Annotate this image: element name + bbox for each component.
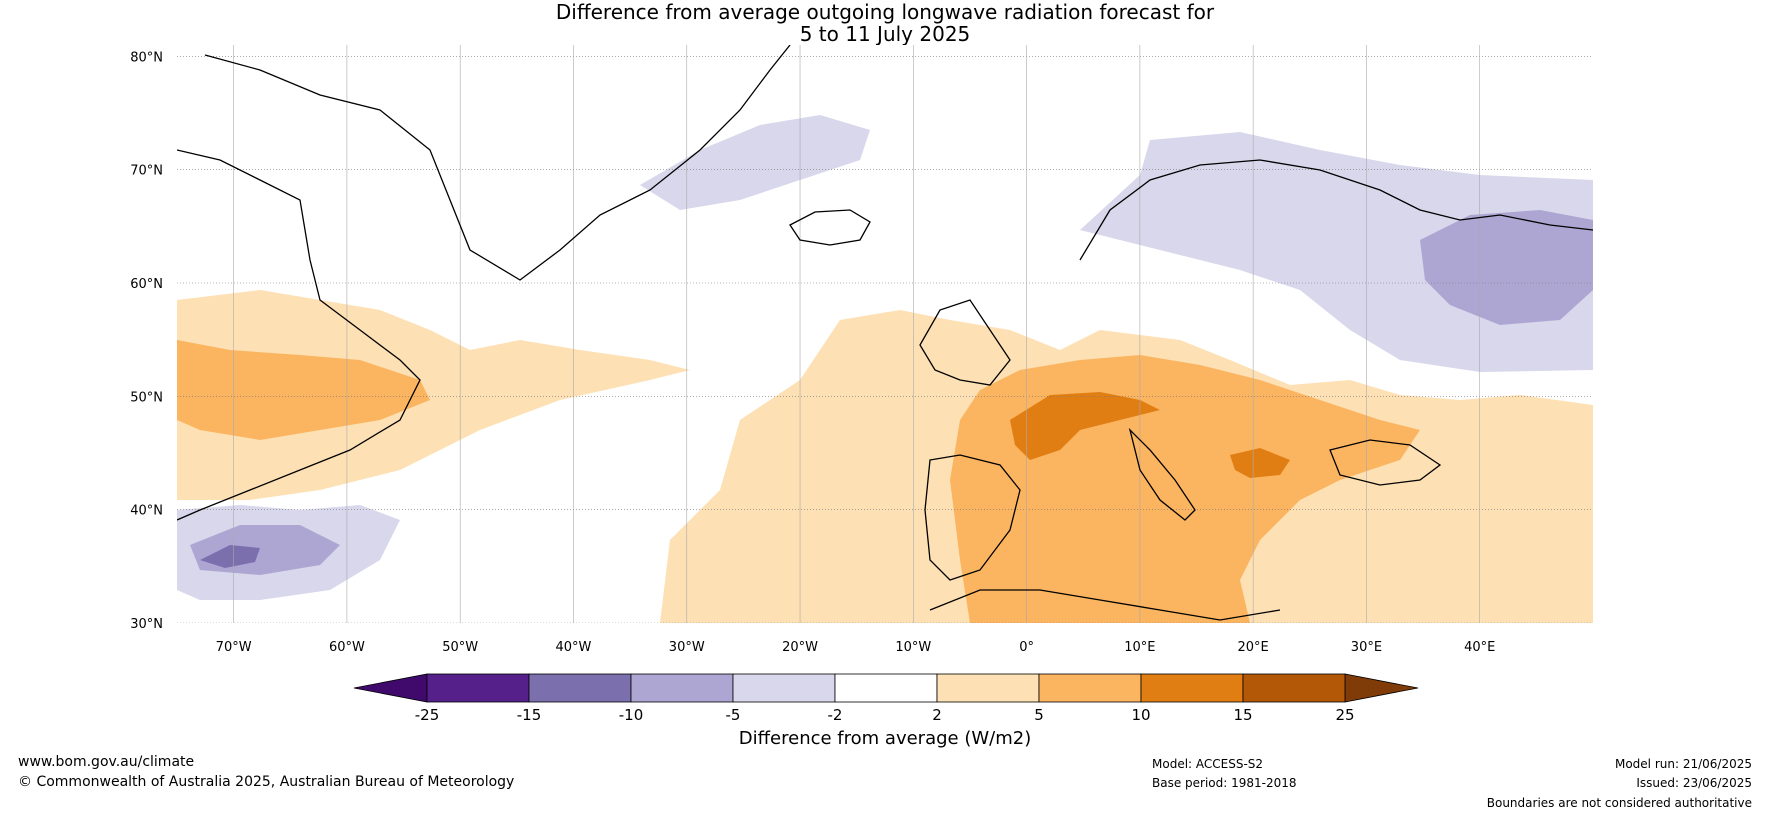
- colorbar-extend-max: [1344, 673, 1419, 703]
- graticule: [177, 45, 1593, 623]
- colorbar-title: Difference from average (W/m2): [738, 728, 1032, 749]
- positive-anomaly-region-atlantic: [177, 290, 690, 500]
- lon-tick-label: 70°W: [216, 640, 252, 655]
- website-link[interactable]: www.bom.gov.au/climate: [18, 754, 195, 770]
- boundaries-disclaimer: Boundaries are not considered authoritat…: [1486, 796, 1752, 810]
- colorbar-bin: [1140, 673, 1244, 703]
- lon-tick-label: 60°W: [329, 640, 365, 655]
- colorbar: -25 -15 -10 -5 -2 2 5 10 15 25: [353, 673, 1419, 724]
- copyright-text: © Commonwealth of Australia 2025, Austra…: [18, 774, 515, 790]
- lon-tick-label: 20°W: [782, 640, 818, 655]
- lon-tick-label: 10°W: [895, 640, 931, 655]
- lat-tick-label: 70°N: [130, 164, 163, 179]
- lat-tick-label: 30°N: [130, 617, 163, 632]
- lon-tick-label: 20°E: [1238, 640, 1269, 655]
- colorbar-bin: [426, 673, 530, 703]
- colorbar-tick-label: -10: [619, 706, 644, 724]
- latitude-labels: 80°N 70°N 60°N 50°N 40°N 30°N: [130, 50, 163, 632]
- positive-anomaly-region-newfoundland: [177, 340, 430, 440]
- longitude-labels: 70°W 60°W 50°W 40°W 30°W 20°W 10°W 0° 10°E 20°E 30…: [216, 640, 1496, 655]
- north-africa-coast: [929, 589, 1281, 621]
- lon-tick-label: 10°E: [1124, 640, 1155, 655]
- greenland-coast: [204, 45, 791, 281]
- colorbar-tick-label: -2: [828, 706, 843, 724]
- north-america-coast: [177, 149, 421, 521]
- lat-tick-label: 80°N: [130, 50, 163, 65]
- lon-tick-label: 30°W: [669, 640, 705, 655]
- lon-tick-label: 0°: [1019, 640, 1034, 655]
- british-isles-coast: [919, 299, 1011, 386]
- colorbar-bin: [528, 673, 632, 703]
- colorbar-extend-min: [353, 673, 428, 703]
- iceland-coast: [789, 209, 871, 246]
- model-name: Model: ACCESS-S2: [1152, 757, 1264, 771]
- lon-tick-label: 40°E: [1464, 640, 1495, 655]
- positive-anomaly-region-strong-balkans: [1230, 448, 1290, 478]
- black-sea-coast: [1329, 439, 1442, 486]
- issued-date: Issued: 23/06/2025: [1636, 776, 1752, 790]
- colorbar-tick-label: 2: [932, 706, 942, 724]
- italy-coast: [1128, 427, 1196, 521]
- colorbar-bin: [1242, 673, 1346, 703]
- europe-coast: [1079, 159, 1593, 261]
- positive-anomaly-region-strong-france: [1010, 392, 1160, 460]
- coastlines: [177, 45, 1593, 621]
- lon-tick-label: 50°W: [442, 640, 478, 655]
- map-title: Difference from average outgoing longwav…: [555, 0, 1215, 24]
- colorbar-bin: [834, 673, 938, 703]
- colorbar-tick-label: -5: [726, 706, 741, 724]
- map-subtitle-dates: 5 to 11 July 2025: [799, 22, 971, 46]
- colorbar-tick-label: -25: [415, 706, 440, 724]
- colorbar-bin: [732, 673, 836, 703]
- model-run-date: Model run: 21/06/2025: [1614, 757, 1752, 771]
- base-period: Base period: 1981-2018: [1152, 776, 1297, 790]
- colorbar-tick-label: -15: [517, 706, 542, 724]
- colorbar-bin: [1038, 673, 1142, 703]
- lat-tick-label: 40°N: [130, 504, 163, 519]
- negative-anomaly-region-atlantic-strong: [200, 545, 260, 568]
- colorbar-bin: [936, 673, 1040, 703]
- lon-tick-label: 40°W: [556, 640, 592, 655]
- colorbar-tick-label: 15: [1233, 706, 1252, 724]
- anomaly-shading: [177, 115, 1593, 623]
- colorbar-tick-label: 10: [1131, 706, 1150, 724]
- negative-anomaly-region-scandinavia: [1080, 132, 1593, 372]
- colorbar-tick-label: 25: [1335, 706, 1354, 724]
- colorbar-tick-label: 5: [1034, 706, 1044, 724]
- lon-tick-label: 30°E: [1351, 640, 1382, 655]
- negative-anomaly-region-iceland: [640, 115, 870, 210]
- iberia-coast: [924, 454, 1021, 581]
- lat-tick-label: 60°N: [130, 277, 163, 292]
- lat-tick-label: 50°N: [130, 390, 163, 405]
- negative-anomaly-region-russia: [1420, 210, 1593, 325]
- colorbar-bin: [630, 673, 734, 703]
